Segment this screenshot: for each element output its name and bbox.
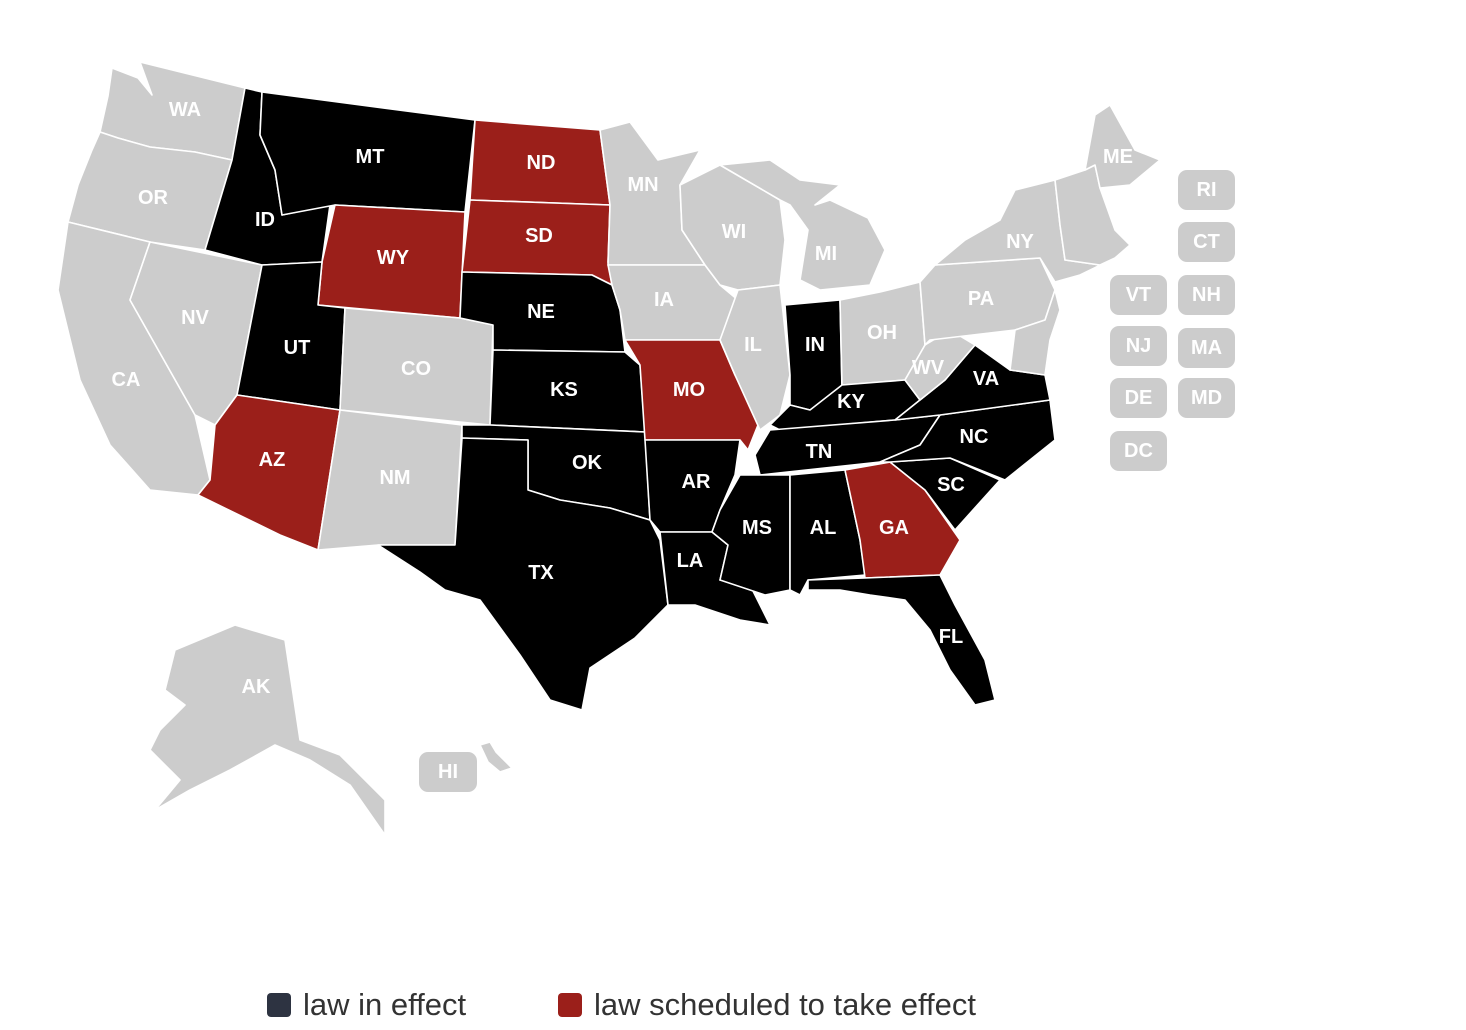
pill-background — [1110, 326, 1167, 366]
state-tx[interactable] — [377, 437, 669, 711]
state-me[interactable] — [1084, 104, 1161, 189]
legend-item-scheduled: law scheduled to take effect — [558, 985, 976, 1025]
pill-ri[interactable]: RI — [1178, 170, 1235, 210]
pill-background — [1178, 275, 1235, 315]
pill-ct[interactable]: CT — [1178, 222, 1235, 262]
state-hi[interactable] — [479, 741, 513, 773]
pill-background — [1110, 431, 1167, 471]
legend-label-scheduled: law scheduled to take effect — [594, 987, 977, 1022]
state-nc[interactable] — [879, 399, 1056, 481]
small-state-pills: RI CT VT NH NJ MA DE MD DC — [1110, 170, 1235, 471]
state-nd[interactable] — [469, 119, 611, 206]
pill-dc[interactable]: DC — [1110, 431, 1167, 471]
pill-ma[interactable]: MA — [1178, 328, 1235, 368]
state-nm[interactable] — [317, 409, 463, 551]
pill-background — [1178, 378, 1235, 418]
pill-background — [1178, 170, 1235, 210]
pill-vt[interactable]: VT — [1110, 275, 1167, 315]
pill-nh[interactable]: NH — [1178, 275, 1235, 315]
legend-swatch-in-effect — [267, 993, 291, 1017]
state-ks[interactable] — [489, 349, 646, 433]
pill-background — [1178, 222, 1235, 262]
legend-item-in-effect: law in effect — [267, 985, 466, 1025]
pill-background — [1110, 275, 1167, 315]
legend-label-in-effect: law in effect — [303, 987, 467, 1022]
state-co[interactable] — [339, 307, 494, 426]
state-mt[interactable] — [259, 91, 476, 216]
pill-background — [1178, 328, 1235, 368]
state-mid-atlantic[interactable] — [1009, 289, 1061, 376]
state-mi[interactable] — [719, 159, 886, 291]
pill-nj[interactable]: NJ — [1110, 326, 1167, 366]
state-az[interactable] — [197, 394, 341, 551]
state-ak[interactable] — [149, 624, 386, 836]
legend: law in effect law scheduled to take effe… — [0, 985, 1466, 1025]
pill-de[interactable]: DE — [1110, 378, 1167, 418]
legend-swatch-scheduled — [558, 993, 582, 1017]
state-fl[interactable] — [807, 574, 996, 706]
pill-hi[interactable]: HI — [419, 752, 477, 792]
us-state-map: WA OR CA NV ID MT WY UT AZ CO NM ND SD N… — [57, 61, 1235, 836]
pill-md[interactable]: MD — [1178, 378, 1235, 418]
state-il[interactable] — [719, 284, 791, 431]
state-wy[interactable] — [317, 204, 466, 319]
pill-background — [1110, 378, 1167, 418]
